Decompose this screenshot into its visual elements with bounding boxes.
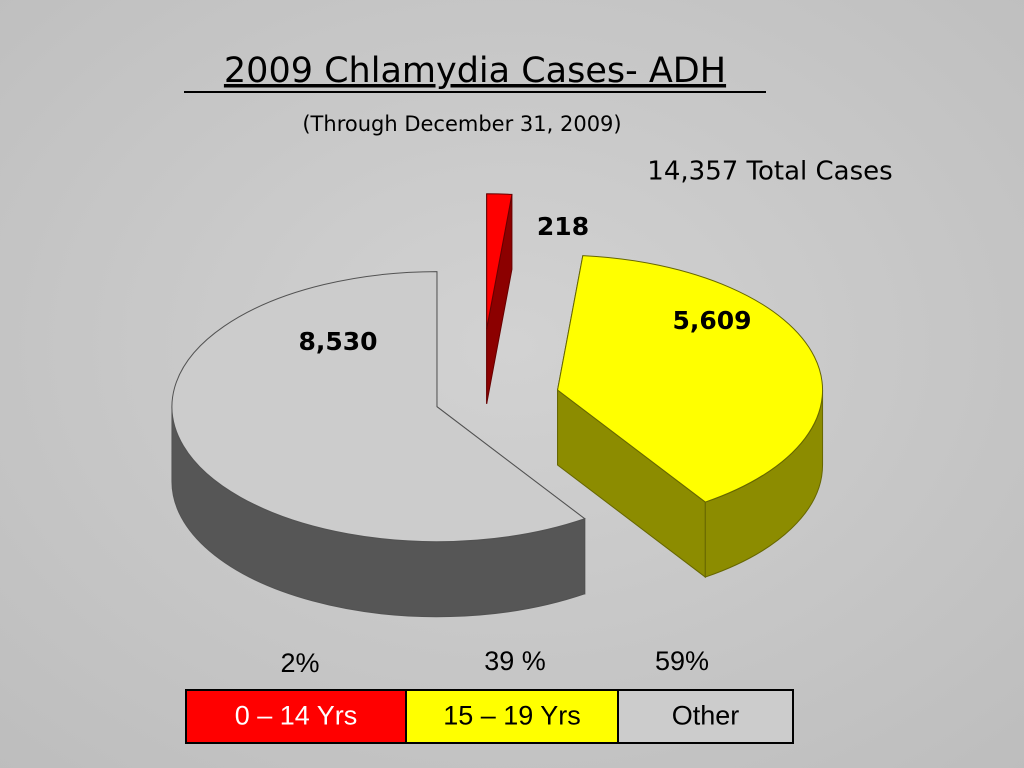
data-label: 8,530 <box>298 327 377 356</box>
chart-title: 2009 Chlamydia Cases- ADH <box>224 51 726 91</box>
legend-label: Other <box>672 701 740 731</box>
share-label: 39 % <box>484 646 546 676</box>
chart-subtitle: (Through December 31, 2009) <box>302 112 621 136</box>
legend-label: 15 – 19 Yrs <box>443 701 581 731</box>
data-label: 5,609 <box>672 306 751 335</box>
legend-swatch <box>185 689 407 744</box>
data-label: 218 <box>537 212 589 241</box>
share-label: 59% <box>655 646 709 676</box>
pie-slice <box>171 271 586 543</box>
total-annotation: 14,357 Total Cases <box>647 157 892 187</box>
legend-swatch <box>617 689 794 744</box>
share-label: 2% <box>280 648 319 678</box>
pie-slice <box>486 193 513 329</box>
pie-slice <box>557 255 824 503</box>
legend-label: 0 – 14 Yrs <box>235 701 358 731</box>
legend-swatch <box>405 689 619 744</box>
